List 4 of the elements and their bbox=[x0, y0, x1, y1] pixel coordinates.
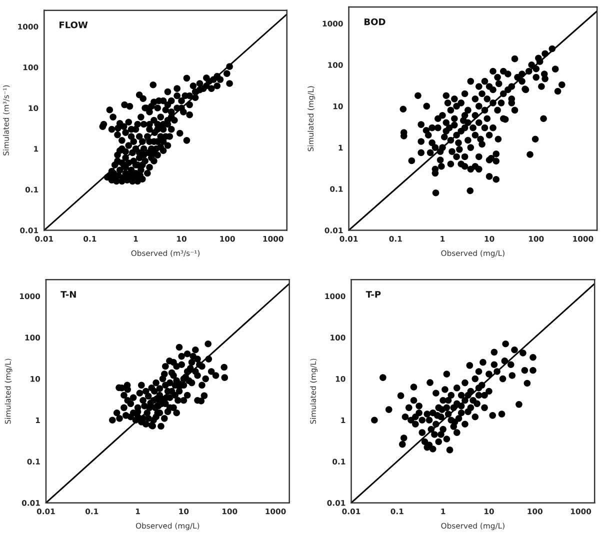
text: BOD bbox=[364, 18, 386, 26]
text: T-N bbox=[60, 291, 76, 298]
text: FLOW bbox=[60, 21, 88, 28]
text: T-P bbox=[366, 291, 381, 298]
